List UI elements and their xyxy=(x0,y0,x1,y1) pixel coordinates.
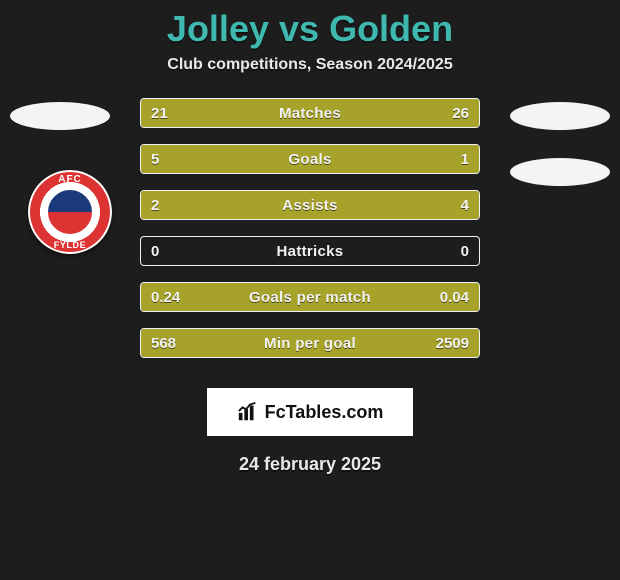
stat-bars: 2126Matches 51Goals 24Assists 00Hattricks 0.… xyxy=(140,98,480,374)
stat-row: 51Goals xyxy=(140,144,480,174)
title-vs: vs xyxy=(279,8,319,49)
brand-text: FcTables.com xyxy=(265,402,384,423)
footer-date: 24 february 2025 xyxy=(0,454,620,475)
stat-row: 24Assists xyxy=(140,190,480,220)
stat-label: Goals per match xyxy=(141,283,479,312)
stat-row: 0.240.04Goals per match xyxy=(140,282,480,312)
stat-row: 2126Matches xyxy=(140,98,480,128)
comparison-stage: 2126Matches 51Goals 24Assists 00Hattricks 0.… xyxy=(0,98,620,368)
stat-row: 5682509Min per goal xyxy=(140,328,480,358)
stat-label: Goals xyxy=(141,145,479,174)
chart-icon xyxy=(237,401,259,423)
brand-badge: FcTables.com xyxy=(207,388,413,436)
stat-label: Min per goal xyxy=(141,329,479,358)
club-badge-left-inner xyxy=(46,188,94,236)
comparison-title: Jolley vs Golden xyxy=(0,0,620,50)
club-placeholder-left-1 xyxy=(10,102,110,130)
player-right: Golden xyxy=(329,8,453,49)
player-left: Jolley xyxy=(167,8,269,49)
stat-row: 00Hattricks xyxy=(140,236,480,266)
stat-label: Matches xyxy=(141,99,479,128)
club-placeholder-right-2 xyxy=(510,158,610,186)
stat-label: Hattricks xyxy=(141,237,479,266)
club-placeholder-right-1 xyxy=(510,102,610,130)
club-badge-left xyxy=(28,170,112,254)
stat-label: Assists xyxy=(141,191,479,220)
subtitle: Club competitions, Season 2024/2025 xyxy=(0,56,620,74)
